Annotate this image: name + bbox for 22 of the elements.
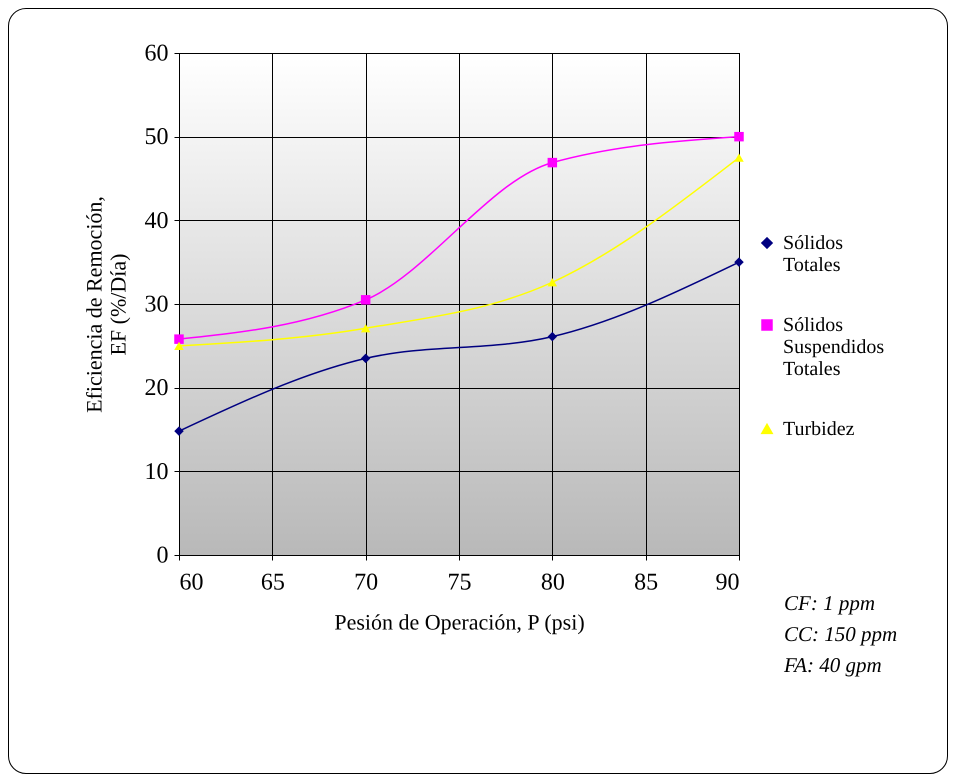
y-tick-label: 40 [144, 208, 168, 234]
text: FA: 40 gpm [784, 652, 883, 679]
x-tick-label: 80 [540, 570, 565, 596]
text: CF: 1 ppm [784, 590, 876, 617]
x-tick-label: 85 [634, 570, 658, 596]
x-tick-label: 75 [448, 570, 472, 596]
text: CC: 150 ppm [784, 621, 898, 648]
y-tick-label: 0 [156, 542, 168, 568]
y-tick-label: 10 [144, 458, 168, 485]
legend-label: Turbidez [783, 418, 855, 440]
y-axis-title: Eficiencia de Remoción, EF (%/Día) [82, 196, 130, 413]
x-tick-label: 60 [180, 570, 204, 596]
x-tick-label: 70 [354, 570, 378, 596]
y-tick-label: 60 [144, 40, 168, 66]
x-tick-label: 65 [260, 570, 285, 596]
legend-label: Sólidos Suspendidos Totales [783, 314, 884, 380]
y-tick-label: 20 [144, 375, 168, 402]
legend-label: Sólidos Totales [783, 232, 844, 276]
x-axis-title: Pesión de Operación, P (psi) [334, 610, 585, 634]
x-tick-label: 90 [716, 570, 740, 596]
y-tick-label: 30 [144, 292, 168, 318]
y-tick-label: 50 [144, 124, 168, 150]
